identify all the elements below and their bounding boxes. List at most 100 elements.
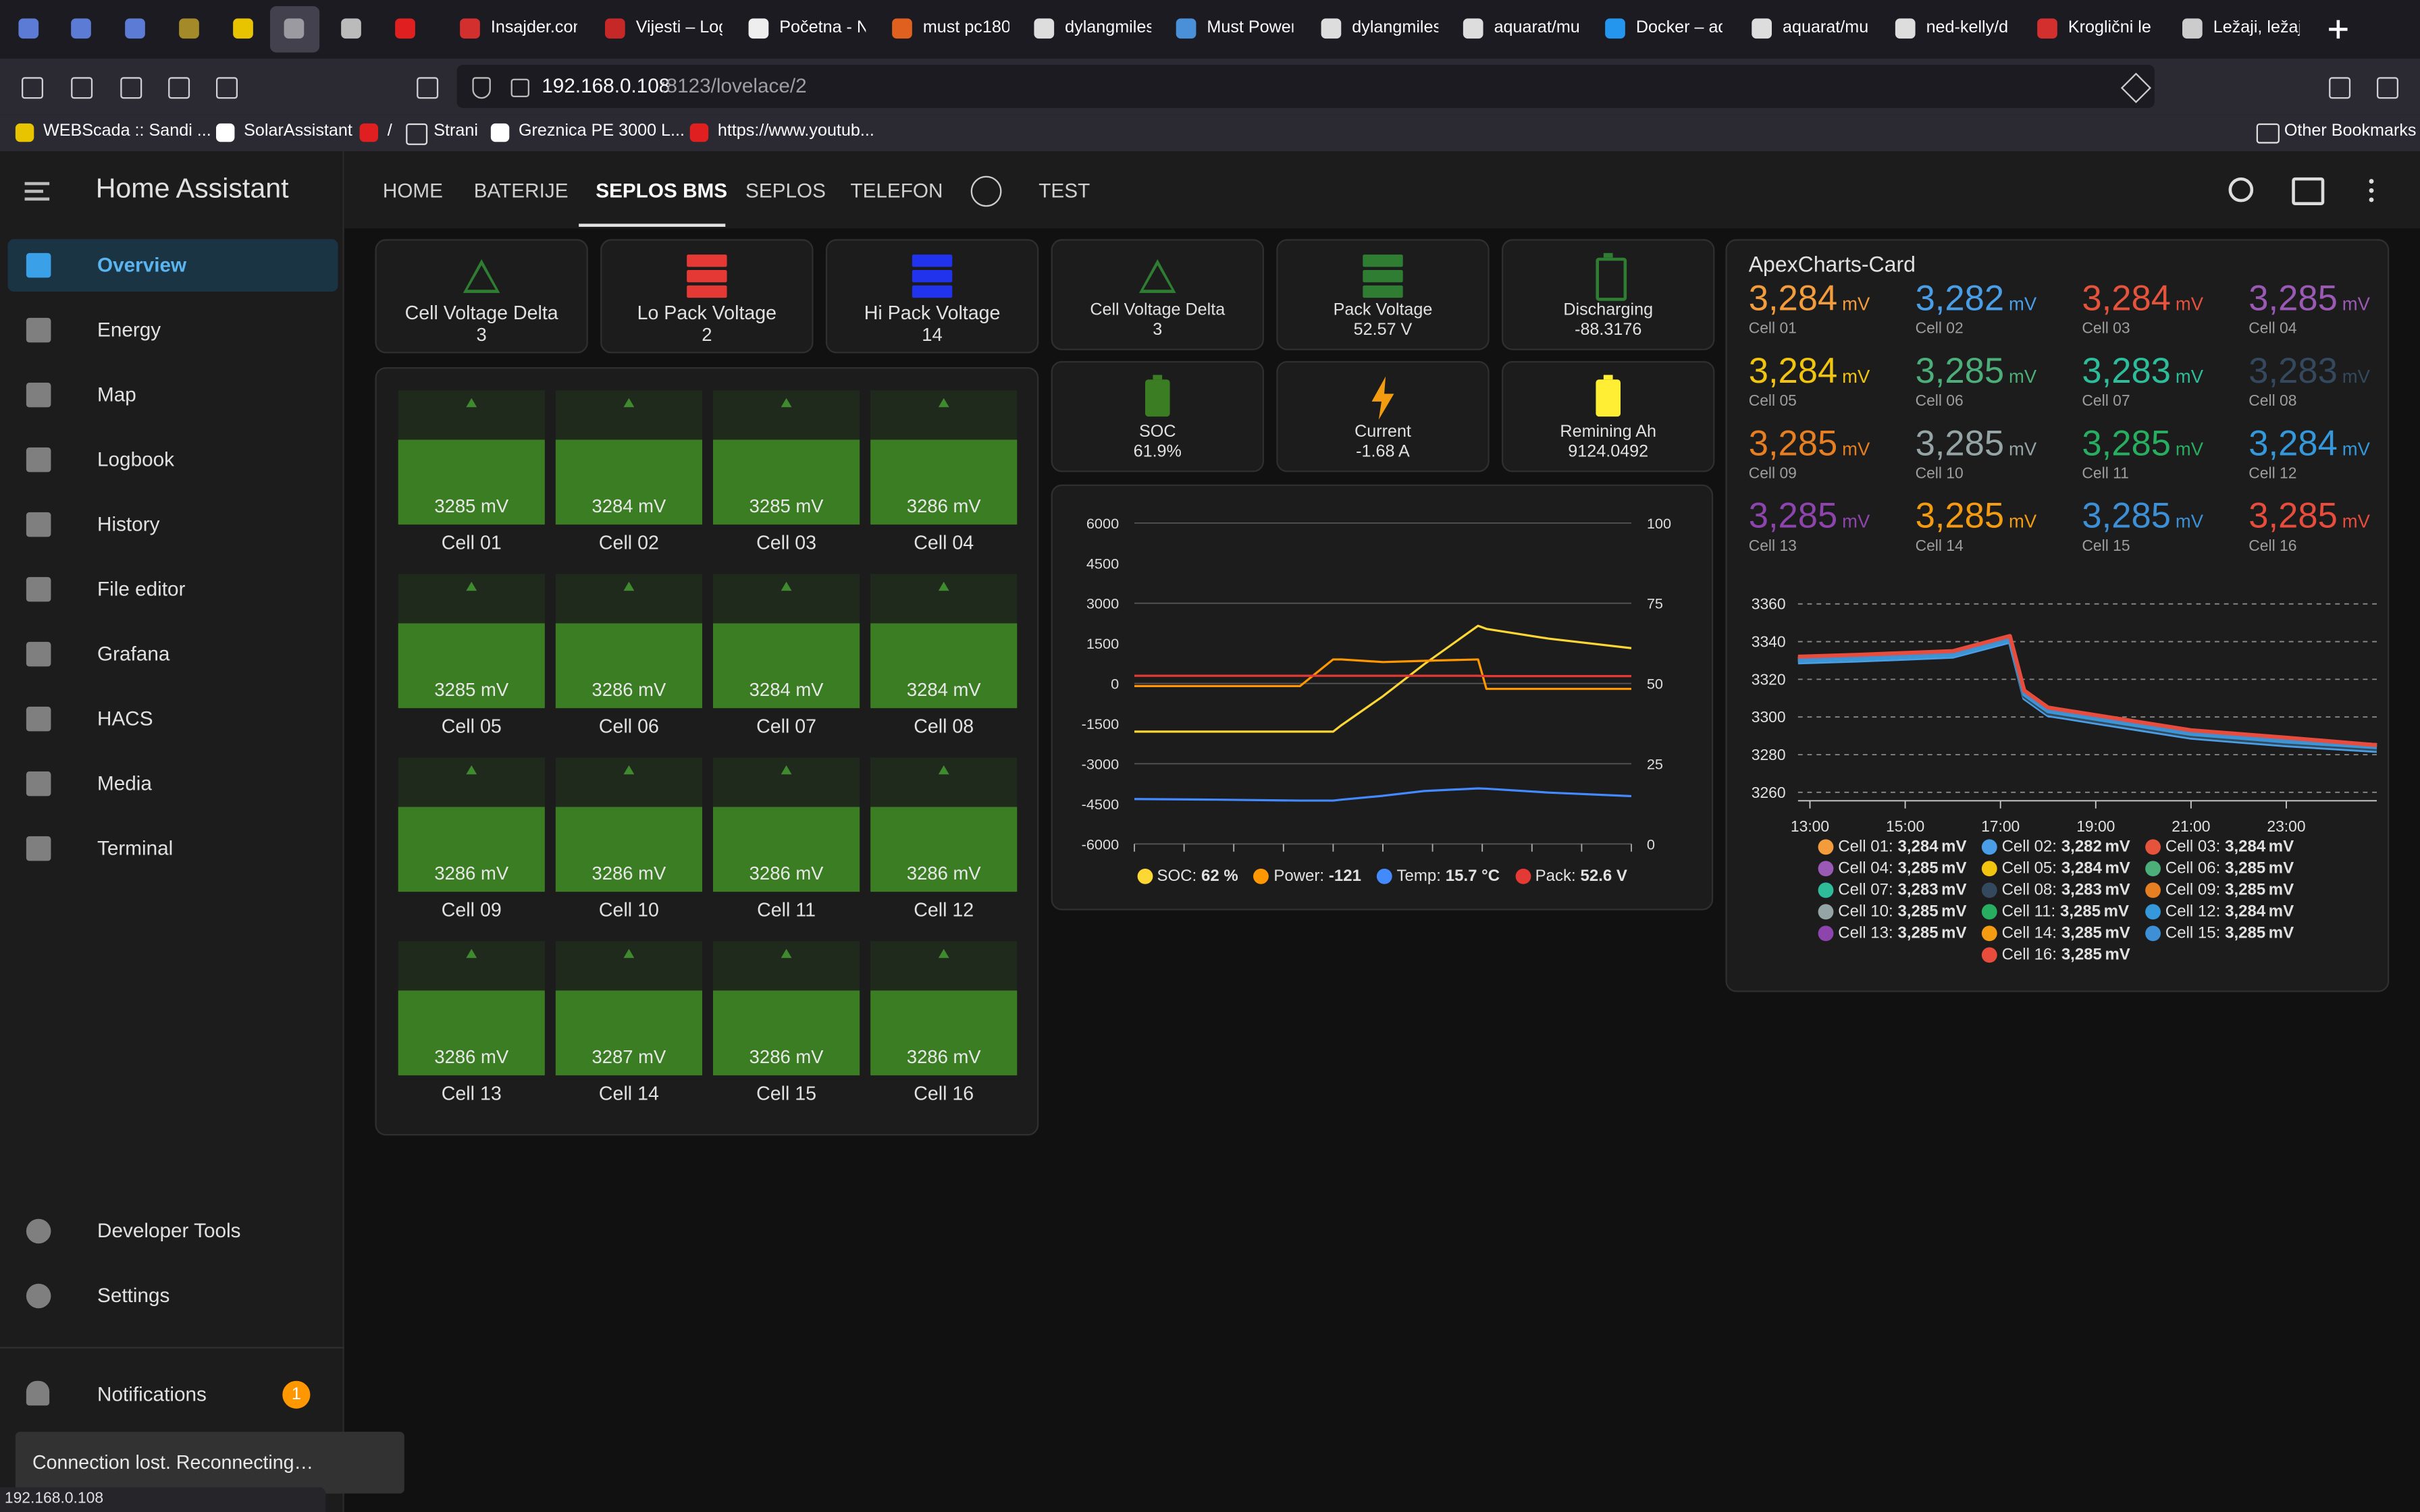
cell-tile-top xyxy=(870,757,1018,807)
stat: 3,284 mV xyxy=(1749,350,1870,392)
nav-item[interactable]: Notifications xyxy=(97,1382,207,1406)
nav-item[interactable]: Media xyxy=(97,771,152,795)
bookmark[interactable]: SolarAssistant xyxy=(244,122,352,141)
nav-item[interactable]: Grafana xyxy=(97,641,170,666)
view-tab[interactable]: TELEFON xyxy=(850,179,943,202)
card-title: Lo Pack Voltage xyxy=(637,302,777,325)
tab-title[interactable]: Kroglični le xyxy=(2068,18,2151,37)
cell-value: 3286 mV xyxy=(906,495,981,517)
bookmark[interactable]: Strani xyxy=(433,122,479,141)
tab-icon xyxy=(605,18,625,39)
cell-name: Cell 11 xyxy=(757,899,816,921)
nav-item[interactable]: File editor xyxy=(97,576,186,601)
tab-title[interactable]: Insajder.com xyxy=(490,18,577,37)
tab-title[interactable]: must pc180 xyxy=(922,18,1009,37)
tab-title[interactable]: Must Power xyxy=(1207,18,1294,37)
app-title: Home Assistant xyxy=(95,173,289,204)
bookmark[interactable]: https://www.youtub... xyxy=(717,122,874,141)
stat-unit: mV xyxy=(2342,438,2370,460)
nav-item[interactable]: Terminal xyxy=(97,836,174,860)
tab-title[interactable]: Vijesti – Log xyxy=(635,18,722,37)
legend-value: 3,285 xyxy=(1897,859,1939,878)
cell-tile-top xyxy=(713,941,860,991)
stat-value: 3,285 xyxy=(1748,495,1838,536)
tab-title[interactable]: ned-kelly/d xyxy=(1926,18,2009,37)
legend-unit: mV xyxy=(1941,838,1967,857)
tab-title[interactable]: aquarat/mu xyxy=(1783,18,1869,37)
legend-item[interactable]: Pack52.6 V xyxy=(1515,867,1627,886)
bookmark[interactable]: Greznica PE 3000 L... xyxy=(519,122,685,141)
cell-value: 3286 mV xyxy=(749,1046,824,1068)
nav-item[interactable]: Settings xyxy=(97,1283,170,1307)
tab-title[interactable]: Ležaji, ležaj xyxy=(2213,18,2300,37)
sidebar xyxy=(0,151,344,1512)
cell-name: Cell 10 xyxy=(598,899,659,921)
legend-dot xyxy=(2145,839,2161,855)
legend-value: 3,285 xyxy=(2225,859,2266,878)
server-icon xyxy=(912,270,953,283)
tab-icon xyxy=(1034,18,1055,39)
cell-name: Cell 01 xyxy=(441,532,502,554)
view-tab[interactable]: SEPLOS BMS xyxy=(596,179,728,202)
nav-item[interactable]: Map xyxy=(97,382,136,406)
nav-item[interactable]: Developer Tools xyxy=(97,1218,241,1243)
url-path: :8123/lovelace/2 xyxy=(660,74,807,97)
cell-value: 3286 mV xyxy=(906,1046,981,1068)
tab-title[interactable]: dylangmiles xyxy=(1352,18,1439,37)
nav-item[interactable]: Logbook xyxy=(97,447,175,471)
menu-icon xyxy=(24,190,43,193)
stat-value: 3,285 xyxy=(2082,495,2172,536)
tab-title[interactable]: Početna - N xyxy=(779,18,866,37)
tab-title[interactable]: Docker – aq xyxy=(1635,18,1722,37)
card-title: Remining Ah xyxy=(1560,423,1656,441)
legend-name: Cell 03 xyxy=(2165,838,2220,856)
view-tab[interactable]: BATERIJE xyxy=(473,179,569,202)
stat-unit: mV xyxy=(2009,293,2037,315)
pinned-tab-icon xyxy=(341,18,361,39)
legend-item[interactable]: Temp15.7 °C xyxy=(1376,867,1500,886)
legend-item[interactable]: Power-121 xyxy=(1253,867,1361,886)
legend-item[interactable]: SOC 62 % xyxy=(1136,867,1238,886)
info-card[interactable] xyxy=(1276,360,1490,473)
card-value: 61.9% xyxy=(1133,443,1182,462)
nav-item[interactable]: Overview xyxy=(97,252,187,277)
card-value: -88.3176 xyxy=(1575,321,1642,340)
bookmark[interactable]: WEBScada :: Sandi ... xyxy=(43,122,211,141)
nav-icon xyxy=(26,1218,51,1244)
status-card[interactable] xyxy=(375,239,588,354)
legend-value: 3,284 xyxy=(2225,902,2266,921)
other-bookmarks[interactable]: Other Bookmarks xyxy=(2284,122,2417,141)
server-icon xyxy=(687,254,727,267)
info-card[interactable] xyxy=(1051,239,1265,350)
view-tab[interactable]: SEPLOS xyxy=(745,179,826,202)
tab-title[interactable]: dylangmiles xyxy=(1065,18,1152,37)
view-tab[interactable]: TEST xyxy=(1038,179,1090,202)
nav-item[interactable]: HACS xyxy=(97,706,153,730)
nav-icon xyxy=(26,512,51,537)
tab-title[interactable]: aquarat/mu xyxy=(1494,18,1580,37)
toolbar-icon xyxy=(2377,77,2399,99)
cell-tile xyxy=(870,623,1018,709)
legend-unit: mV xyxy=(2268,859,2294,878)
view-tab[interactable]: HOME xyxy=(382,179,443,202)
bookmark[interactable]: / xyxy=(387,122,392,141)
nav-item[interactable]: History xyxy=(97,512,160,536)
card-title: Cell Voltage Delta xyxy=(1090,300,1226,320)
nav-item[interactable]: Energy xyxy=(97,317,161,342)
